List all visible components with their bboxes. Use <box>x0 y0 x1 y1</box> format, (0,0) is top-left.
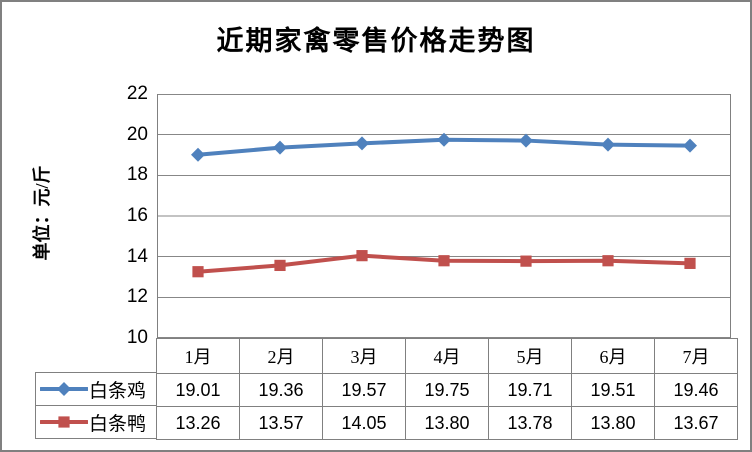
data-point-diamond <box>355 136 369 151</box>
data-table: 1月 2月 3月 4月 5月 6月 7月 19.01 19.36 19.57 19.75 19.71… <box>156 338 738 440</box>
month-header-cell: 2月 <box>239 338 323 374</box>
value-cell: 19.36 <box>239 373 323 407</box>
legend-body: 白条鸡 白条鸭 <box>35 372 157 439</box>
plot-area <box>157 94 731 338</box>
value-cell: 13.80 <box>405 406 489 440</box>
value-cell: 19.71 <box>488 373 572 407</box>
y-tick-label: 20 <box>126 123 148 145</box>
y-tick-label: 18 <box>126 164 148 186</box>
data-point-square <box>684 257 696 269</box>
data-point-square <box>356 250 368 262</box>
value-cell: 19.51 <box>571 373 655 407</box>
month-header-cell: 1月 <box>156 338 240 374</box>
data-point-diamond <box>273 140 287 155</box>
value-cell: 19.01 <box>156 373 240 407</box>
table-row-series-1: 13.26 13.57 14.05 13.80 13.78 13.80 13.67 <box>156 406 738 440</box>
value-cell: 13.67 <box>654 406 738 440</box>
value-cell: 13.80 <box>571 406 655 440</box>
value-cell: 13.26 <box>156 406 240 440</box>
month-header-cell: 5月 <box>488 338 572 374</box>
y-tick-label: 10 <box>126 327 148 348</box>
data-point-diamond <box>519 133 533 148</box>
legend-series-label: 白条鸡 <box>89 380 147 402</box>
month-header-cell: 4月 <box>405 338 489 374</box>
legend-square-line-icon <box>40 416 88 428</box>
y-axis-title: 单位：元/斤 <box>32 165 52 261</box>
y-tick-label: 12 <box>126 286 148 308</box>
value-cell: 19.46 <box>654 373 738 407</box>
y-axis-tick-labels: 22 20 18 16 14 12 10 <box>94 2 148 450</box>
table-row-series-0: 19.01 19.36 19.57 19.75 19.71 19.51 19.46 <box>156 373 738 407</box>
data-point-square <box>274 259 286 272</box>
month-header-cell: 3月 <box>322 338 406 374</box>
data-point-square <box>192 266 204 278</box>
legend-cell: 白条鸡 <box>35 372 157 406</box>
value-cell: 19.57 <box>322 373 406 407</box>
data-point-square <box>520 255 532 267</box>
legend: 白条鸡 白条鸭 <box>35 372 157 439</box>
data-point-diamond <box>683 138 697 153</box>
legend-row: 白条鸡 <box>35 372 157 406</box>
month-header-cell: 6月 <box>571 338 655 374</box>
legend-row: 白条鸭 <box>35 405 157 439</box>
y-tick-label: 16 <box>126 205 148 226</box>
data-point-diamond <box>191 147 205 162</box>
data-point-diamond <box>601 137 615 152</box>
table-header-row: 1月 2月 3月 4月 5月 6月 7月 <box>156 338 738 374</box>
month-header-cell: 7月 <box>654 338 738 374</box>
value-cell: 13.57 <box>239 406 323 440</box>
chart-title: 近期家禽零售价格走势图 <box>216 26 536 56</box>
legend-cell: 白条鸭 <box>35 405 157 439</box>
y-tick-label: 22 <box>126 83 148 104</box>
value-cell: 19.75 <box>405 373 489 407</box>
legend-diamond-line-icon <box>40 382 88 396</box>
data-point-square <box>438 255 450 267</box>
value-cell: 13.78 <box>488 406 572 440</box>
value-cell: 14.05 <box>322 406 406 440</box>
y-tick-label: 14 <box>126 245 148 267</box>
data-point-square <box>602 255 614 267</box>
data-point-diamond <box>437 132 451 147</box>
legend-series-label: 白条鸭 <box>89 413 147 435</box>
